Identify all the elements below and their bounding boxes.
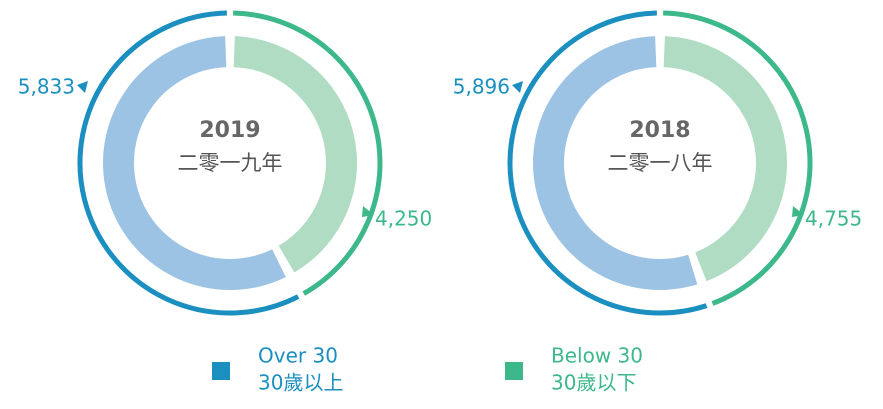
center-title: 2018 (629, 118, 690, 143)
outer-ring (233, 10, 383, 296)
label-pointer (512, 81, 523, 93)
donut-segment (532, 36, 698, 290)
outer-ring (663, 10, 813, 306)
outer-ring (507, 10, 708, 316)
value-label: 4,250 (375, 207, 432, 231)
value-label: 4,755 (805, 207, 862, 231)
legend-sublabel: 30歲以下 (551, 371, 636, 395)
value-label: 5,896 (453, 75, 510, 99)
donut-segment (663, 36, 787, 282)
legend-label: Over 30 (258, 344, 338, 368)
donut-segment (233, 36, 358, 273)
legend-swatch (212, 362, 230, 380)
center-title: 2019 (199, 118, 260, 143)
legend-swatch (505, 362, 523, 380)
label-pointer (362, 206, 374, 217)
label-pointer (792, 206, 804, 217)
outer-ring (77, 10, 300, 316)
center-subtitle: 二零一八年 (608, 151, 713, 175)
legend-sublabel: 30歲以上 (258, 371, 343, 395)
center-subtitle: 二零一九年 (178, 151, 283, 175)
donut-segment (103, 36, 286, 290)
legend-label: Below 30 (551, 344, 643, 368)
label-pointer (77, 81, 88, 93)
value-label: 5,833 (18, 75, 75, 99)
